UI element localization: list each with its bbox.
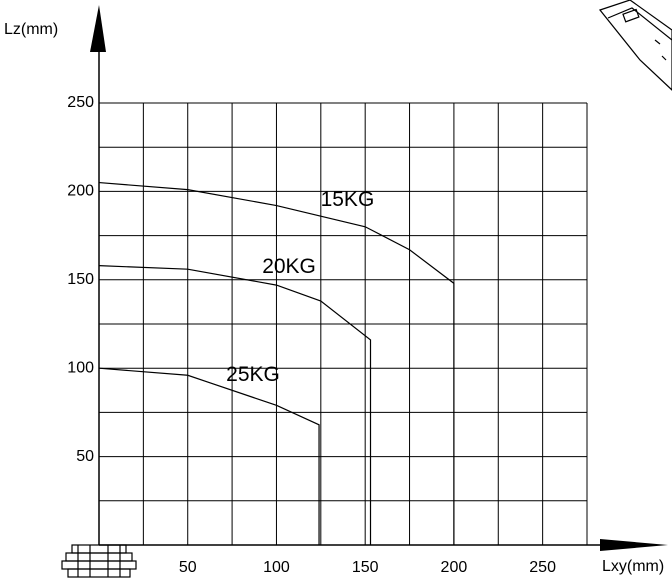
load-curve — [98, 265, 372, 545]
robot-arm-icon — [598, 0, 672, 91]
x-tick-label: 150 — [352, 559, 379, 576]
y-tick-label: 150 — [67, 271, 94, 288]
series-label: 20KG — [262, 255, 316, 278]
x-arrow — [600, 539, 668, 551]
y-tick-label: 50 — [76, 448, 94, 465]
x-tick-label: 250 — [529, 559, 556, 576]
y-tick-label: 100 — [67, 359, 94, 376]
x-axis-title: Lxy(mm) — [602, 558, 664, 575]
load-curve — [98, 181, 455, 545]
series-label: 25KG — [226, 363, 280, 386]
x-tick-label: 50 — [179, 559, 197, 576]
y-axis-title: Lz(mm) — [4, 21, 58, 38]
y-arrow — [90, 5, 106, 52]
load-curve — [98, 367, 320, 545]
x-tick-label: 200 — [441, 559, 468, 576]
series-label: 15KG — [321, 188, 375, 211]
y-tick-label: 250 — [67, 94, 94, 111]
y-tick-label: 200 — [67, 183, 94, 200]
robot-base-icon — [61, 544, 137, 578]
x-tick-label: 100 — [263, 559, 290, 576]
